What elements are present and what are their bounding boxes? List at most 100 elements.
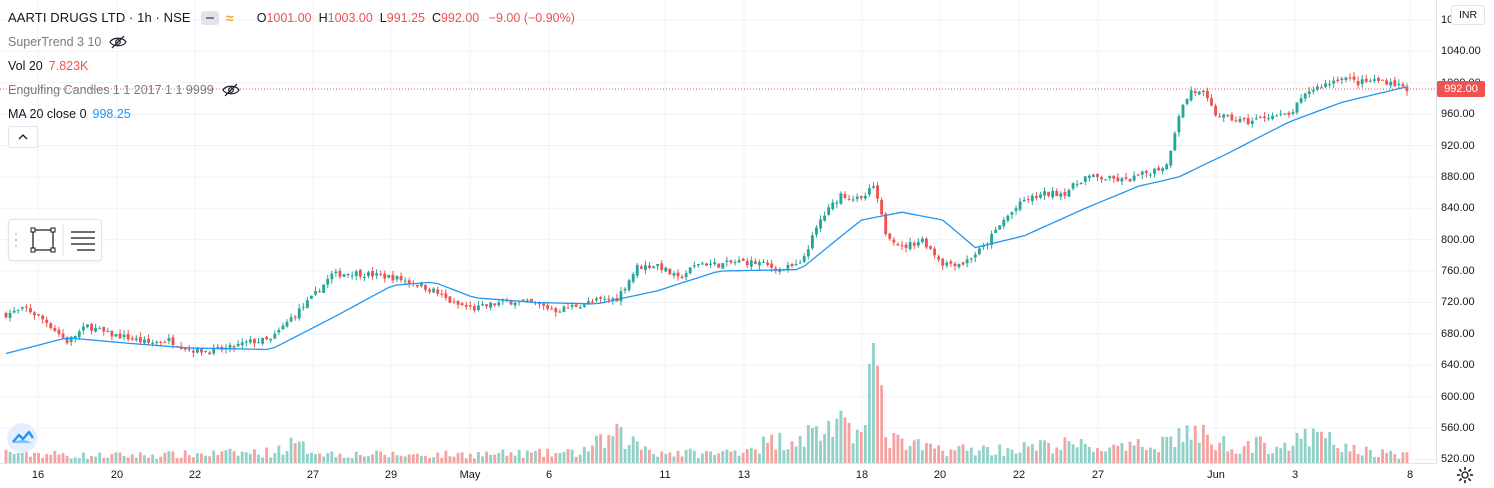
candle-body (460, 303, 464, 306)
candle (1271, 112, 1275, 121)
indicator-ma[interactable]: MA 20 close 0 998.25 (8, 102, 575, 126)
volume-bar (330, 451, 334, 463)
candle (969, 257, 973, 263)
indicator-supertrend[interactable]: SuperTrend 3 10 (8, 30, 575, 54)
candle (367, 270, 370, 279)
symbol-title[interactable]: AARTI DRUGS LTD · 1h · NSE (8, 10, 191, 25)
candle-body (358, 269, 362, 277)
candle-body (892, 239, 896, 243)
candle (1364, 74, 1368, 84)
volume-bar (949, 449, 953, 463)
volume-bar (1177, 428, 1181, 463)
candle-body (114, 334, 118, 337)
candle-body (1096, 173, 1099, 178)
candle-body (725, 260, 729, 262)
candle (1108, 175, 1112, 181)
candle (652, 265, 655, 269)
candle (350, 271, 354, 280)
close-value: 992.00 (440, 11, 480, 25)
candle (847, 194, 851, 201)
drag-handle-icon[interactable] (15, 233, 17, 247)
candle-body (395, 276, 399, 280)
tradingview-logo-icon[interactable] (7, 423, 37, 453)
volume-bar (1039, 440, 1042, 463)
eye-off-icon[interactable] (109, 35, 128, 49)
candle-body (1018, 201, 1022, 210)
ohlc-readout: O1001.00 H1003.00 L991.25 C992.00 −9.00 … (256, 11, 575, 25)
volume-bar (1002, 456, 1006, 463)
volume-bar (322, 456, 326, 463)
rectangle-icon[interactable] (30, 227, 56, 253)
candle (1071, 182, 1075, 191)
price-axis[interactable]: 1080.001040.001000.00960.00920.00880.008… (1436, 0, 1494, 465)
eye-off-icon[interactable] (222, 83, 240, 97)
candle (725, 256, 729, 267)
volume-bar (1022, 442, 1026, 463)
candle (656, 263, 660, 271)
candle-body (505, 300, 509, 302)
candle-body (98, 328, 102, 330)
candle (460, 301, 464, 306)
volume-bar (1193, 425, 1197, 463)
volume-bar (831, 436, 835, 463)
candle (29, 304, 32, 314)
currency-label[interactable]: INR (1451, 5, 1485, 25)
candle-body (546, 305, 550, 309)
approx-icon[interactable]: ≈ (225, 10, 234, 26)
object-tree-icon[interactable] (71, 231, 95, 251)
candle (501, 298, 505, 306)
volume-bar (191, 457, 195, 463)
volume-bar (1210, 444, 1213, 463)
candle (179, 342, 183, 350)
candle (493, 303, 497, 307)
candle-body (721, 263, 725, 269)
volume-bar (924, 443, 928, 463)
candle-body (888, 233, 892, 239)
volume-bar (1340, 452, 1344, 463)
candle (929, 245, 932, 250)
candle-body (1165, 164, 1169, 170)
minus-icon[interactable] (200, 11, 219, 25)
collapse-legend-button[interactable] (8, 126, 38, 148)
candle (1389, 78, 1393, 89)
candle (12, 307, 16, 314)
chart-area[interactable] (0, 0, 1436, 463)
candle (1356, 76, 1360, 89)
candle (257, 337, 260, 344)
candle (90, 322, 93, 335)
candle (1100, 175, 1103, 184)
candle-body (81, 326, 85, 331)
candle (310, 295, 313, 300)
price-chart[interactable] (0, 0, 1436, 463)
volume-bar (790, 441, 794, 463)
time-axis[interactable]: 16 20 22 27 29 May 6 11 13 18 20 22 27 Jun 3 8 (0, 463, 1436, 488)
candle (1332, 76, 1336, 88)
gear-icon[interactable] (1454, 465, 1476, 485)
candle-body (195, 347, 199, 353)
candle-body (122, 334, 126, 337)
candle (41, 314, 45, 324)
candle-body (823, 215, 827, 221)
volume-bar (1112, 444, 1116, 463)
candle-body (819, 219, 822, 229)
candle (578, 304, 582, 309)
candle (994, 226, 998, 234)
candle (253, 337, 256, 348)
candle-body (627, 280, 631, 291)
volume-bar (908, 445, 912, 463)
candle (273, 330, 277, 340)
candle-body (1140, 171, 1144, 175)
candle-body (827, 207, 831, 216)
volume-bar (876, 365, 879, 463)
indicator-volume[interactable]: Vol 20 7.823K (8, 54, 575, 78)
candle (236, 340, 240, 348)
volume-bar (1393, 454, 1397, 463)
candle-body (379, 273, 383, 275)
candle (1222, 113, 1226, 123)
candle-body (444, 293, 448, 298)
candle (24, 304, 28, 312)
candle (20, 306, 24, 312)
volume-bar (220, 451, 224, 463)
indicator-engulfing[interactable]: Engulfing Candles 1 1 2017 1 1 9999 (8, 78, 575, 102)
candle-body (204, 350, 207, 352)
